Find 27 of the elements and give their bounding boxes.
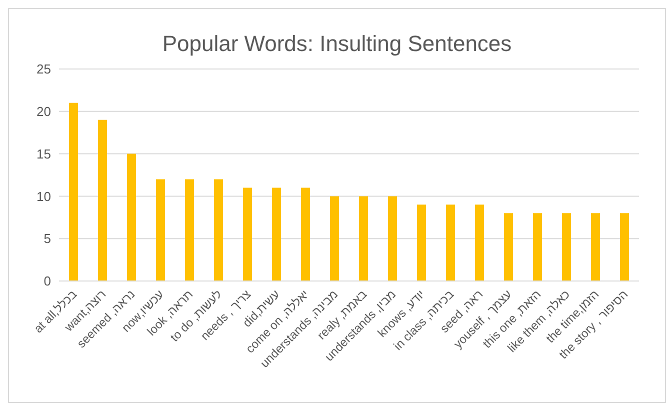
bar <box>591 213 600 281</box>
bar <box>504 213 513 281</box>
bar <box>330 196 339 281</box>
bar <box>446 204 455 281</box>
bar <box>475 204 484 281</box>
y-tick-label: 25 <box>36 62 51 77</box>
bar <box>156 179 165 281</box>
chart-title: Popular Words: Insulting Sentences <box>161 31 513 58</box>
bar <box>562 213 571 281</box>
bar <box>417 204 426 281</box>
bar <box>214 179 223 281</box>
y-tick-label: 5 <box>44 231 51 246</box>
bar <box>620 213 629 281</box>
bar <box>359 196 368 281</box>
bar <box>301 188 310 281</box>
y-tick-label: 0 <box>44 274 51 289</box>
y-tick-label: 20 <box>36 104 51 120</box>
bar <box>69 102 78 281</box>
bar <box>185 179 194 281</box>
bar <box>272 188 281 281</box>
bar <box>127 154 136 281</box>
bar <box>533 213 542 281</box>
y-tick-label: 10 <box>36 188 51 204</box>
bar <box>98 120 107 281</box>
bar <box>243 188 252 281</box>
bar <box>388 196 397 281</box>
y-tick-label: 15 <box>36 146 51 162</box>
